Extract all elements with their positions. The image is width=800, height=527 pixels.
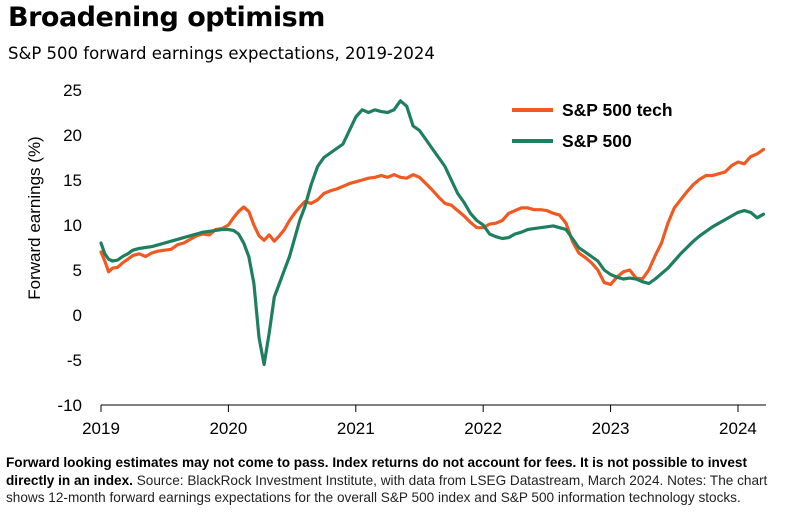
y-axis: 25 20 15 10 5 0 -5 -10	[57, 81, 82, 415]
source-text: Source: BlackRock Investment Institute, …	[6, 472, 768, 506]
y-tick-label: 10	[63, 216, 82, 235]
disclaimer-text: Forward looking estimates may not come t…	[6, 455, 747, 488]
y-tick-label: 5	[73, 261, 82, 280]
x-tick-label: 2021	[337, 419, 375, 438]
legend-label: S&P 500 tech	[562, 100, 673, 120]
series-line-sp500-tech	[99, 147, 766, 286]
chart-title: Broadening optimism	[8, 2, 325, 33]
series-line-sp500	[99, 99, 766, 367]
x-axis: 2019 2020 2021 2022 2023 2024	[82, 404, 766, 438]
y-tick-label: 25	[63, 81, 82, 100]
x-tick-label: 2024	[719, 419, 757, 438]
y-tick-label: 0	[73, 306, 82, 325]
legend-label: S&P 500	[562, 131, 632, 151]
y-tick-label: -5	[67, 351, 82, 370]
y-axis-label: Forward earnings (%)	[25, 136, 44, 299]
series-lines	[99, 99, 766, 367]
y-tick-label: 15	[63, 171, 82, 190]
y-tick-label: -10	[57, 396, 82, 415]
x-tick-label: 2020	[209, 419, 247, 438]
x-tick-label: 2019	[82, 419, 120, 438]
chart-subtitle: S&P 500 forward earnings expectations, 2…	[8, 44, 435, 63]
line-chart: 25 20 15 10 5 0 -5 -10 2019 2020 2021 2022 2023 2024…	[25, 81, 766, 438]
y-tick-label: 20	[63, 126, 82, 145]
legend: S&P 500 tech S&P 500	[512, 100, 673, 151]
x-tick-label: 2022	[464, 419, 502, 438]
footnote: Forward looking estimates may not come t…	[6, 454, 792, 507]
x-tick-label: 2023	[592, 419, 630, 438]
